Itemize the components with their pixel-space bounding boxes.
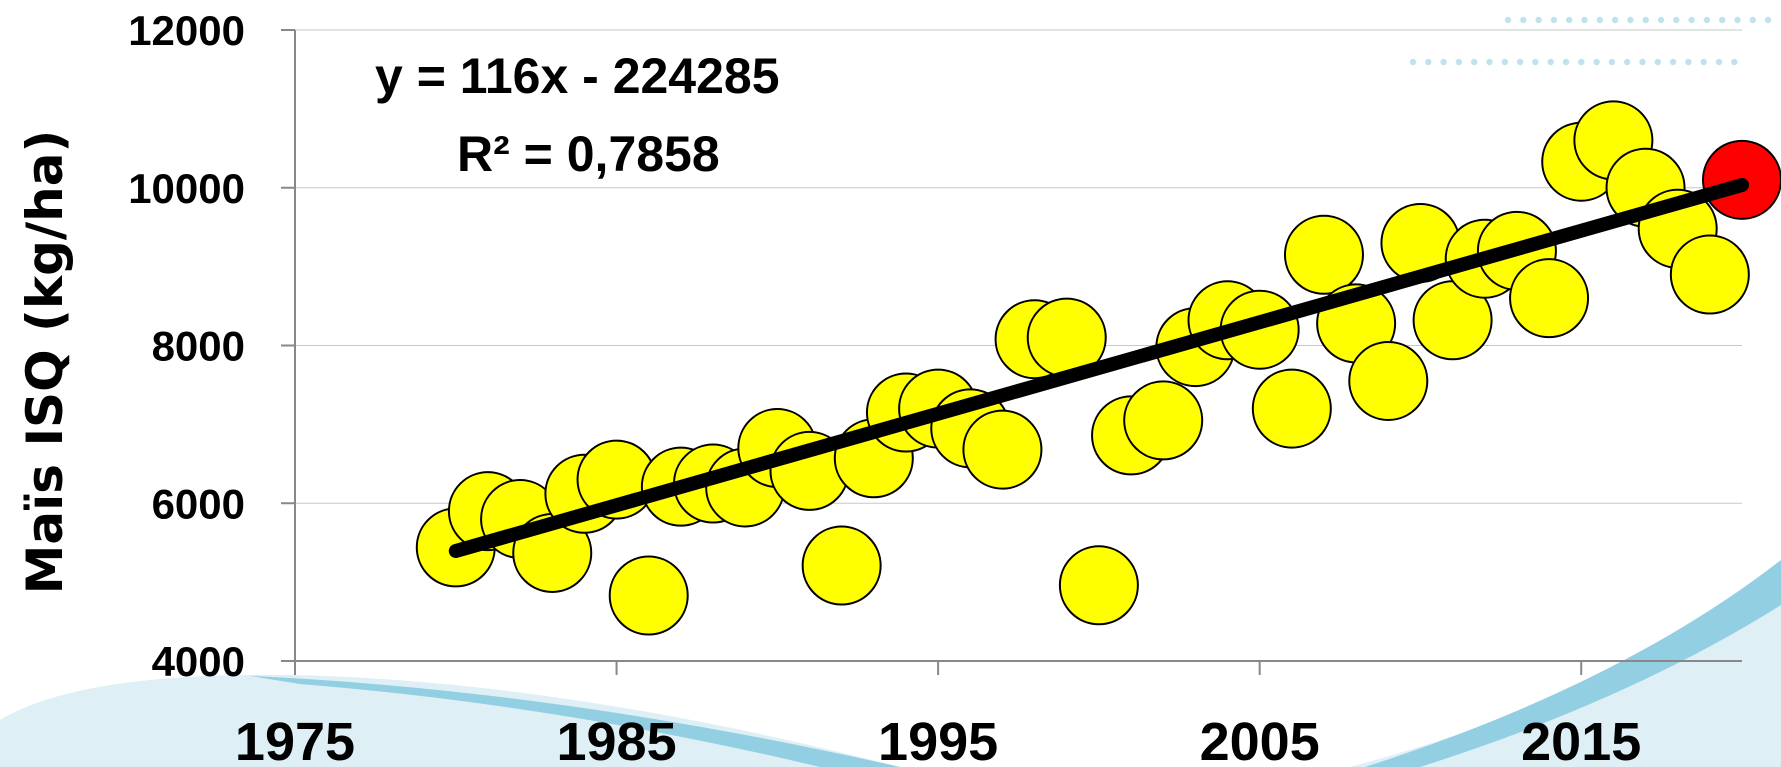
data-point-2002: [1123, 380, 1204, 461]
decor-dot: [1764, 16, 1772, 24]
background-wave-left: [0, 674, 900, 767]
decor-dot: [1409, 58, 1417, 66]
data-point-2000: [1058, 545, 1139, 626]
decor-dot: [1547, 58, 1554, 66]
decor-dot: [1669, 58, 1677, 66]
data-point-1997: [962, 409, 1043, 490]
trendline-layer: [448, 177, 1749, 558]
data-point-1992: [801, 525, 882, 606]
decor-dot: [1596, 16, 1604, 24]
decor-dot: [1562, 58, 1570, 66]
r-squared-label: R² = 0,7858: [457, 126, 720, 182]
decor-dot: [1624, 58, 1631, 66]
decor-dot: [1581, 16, 1588, 24]
y-tick-label-6000: 6000: [152, 480, 245, 527]
x-tick-label-1975: 1975: [235, 712, 355, 767]
decor-dot: [1715, 58, 1723, 66]
decor-dot: [1455, 58, 1463, 66]
background-decoration: [0, 16, 1781, 767]
decor-dot: [1611, 16, 1619, 24]
annotation-layer: y = 116x - 224285 R² = 0,7858 Maïs ISQ (…: [16, 48, 780, 594]
y-axis-title: Maïs ISQ (kg/ha): [16, 130, 74, 595]
decor-dot: [1501, 58, 1509, 66]
decor-dot: [1516, 58, 1524, 66]
decor-dot: [1504, 16, 1512, 24]
decor-dot: [1532, 58, 1539, 66]
x-tick-label-1995: 1995: [878, 712, 998, 767]
decor-dot: [1608, 58, 1616, 66]
decor-dot: [1425, 58, 1432, 66]
decor-dot: [1734, 16, 1741, 24]
axes: [281, 29, 1742, 675]
y-tick-label-12000: 12000: [128, 7, 245, 54]
y-tick-label-4000: 4000: [152, 638, 245, 685]
decor-dot: [1471, 58, 1478, 66]
background-wave-left-band: [250, 676, 900, 767]
data-point-2006: [1251, 368, 1332, 449]
tick-labels: 4000 6000 8000 10000 12000 1975 1985 1995 2005 20…: [128, 7, 1641, 767]
trendline-equation: y = 116x - 224285: [375, 48, 780, 104]
decor-dot: [1486, 58, 1493, 66]
x-tick-label-2005: 2005: [1200, 712, 1320, 767]
decor-dot: [1688, 16, 1695, 24]
decor-dot: [1749, 16, 1757, 24]
decor-dot: [1700, 58, 1707, 66]
decor-dot: [1703, 16, 1711, 24]
decor-dot: [1593, 58, 1600, 66]
decor-dot: [1654, 58, 1662, 66]
data-point-2007: [1283, 214, 1364, 295]
decor-dot: [1657, 16, 1665, 24]
decor-dot: [1719, 16, 1726, 24]
data-point-1986: [608, 555, 689, 636]
decor-dot: [1578, 58, 1585, 66]
decor-dot: [1627, 16, 1634, 24]
decor-dot: [1685, 58, 1692, 66]
decor-dot: [1731, 58, 1738, 66]
data-point-2019: [1669, 234, 1750, 315]
x-tick-label-1985: 1985: [556, 712, 676, 767]
decor-dot: [1642, 16, 1649, 24]
data-point-2014: [1509, 258, 1590, 339]
y-tick-label-10000: 10000: [128, 165, 245, 212]
decor-dot: [1550, 16, 1558, 24]
decor-dot: [1535, 16, 1542, 24]
decor-dot: [1673, 16, 1680, 24]
decor-dot: [1440, 58, 1447, 66]
trendline: [448, 177, 1749, 558]
y-tick-label-8000: 8000: [152, 323, 245, 370]
decor-dot: [1566, 16, 1573, 24]
background-wave-right: [1350, 580, 1781, 767]
x-tick-label-2015: 2015: [1521, 712, 1641, 767]
decor-dot: [1520, 16, 1527, 24]
data-point-2009: [1348, 340, 1429, 421]
decor-dot: [1639, 58, 1646, 66]
